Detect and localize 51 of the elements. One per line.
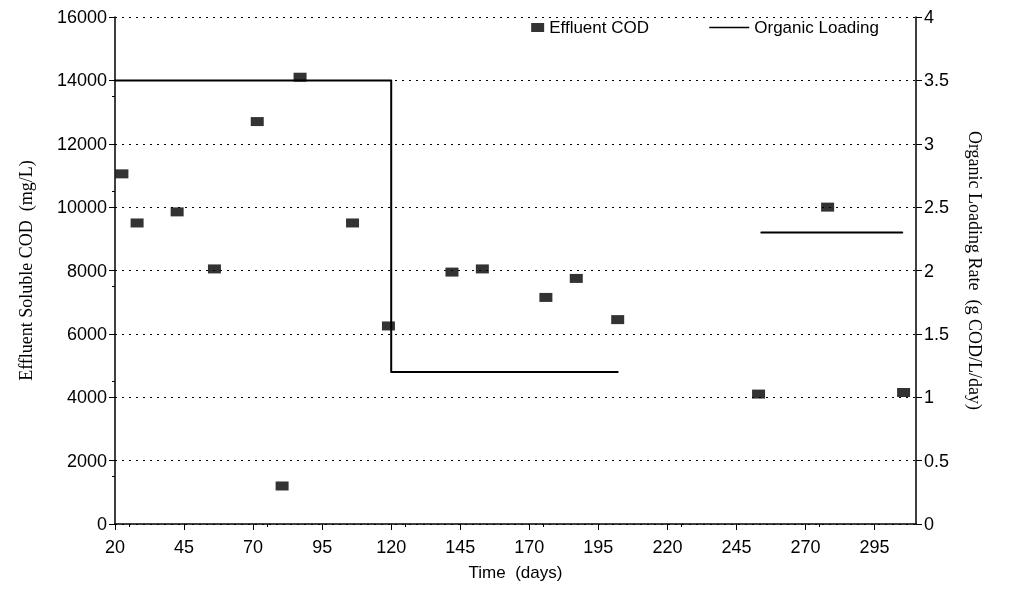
y2-tick-label: 1	[924, 387, 935, 408]
x-tick-label: 245	[721, 537, 752, 557]
y-tick-label: 10000	[56, 197, 107, 218]
point	[475, 264, 489, 274]
y-tick-label: 12000	[56, 133, 107, 154]
point	[207, 264, 221, 274]
y2-axis-title: Organic Loading Rate (g COD/L/day)	[964, 130, 985, 411]
point	[293, 72, 307, 82]
point	[250, 117, 264, 127]
y-tick-label: 8000	[66, 260, 107, 281]
point	[821, 202, 835, 212]
x-axis-title: Time (days)	[468, 563, 563, 582]
x-tick-label: 220	[652, 537, 683, 557]
y-tick-label: 6000	[66, 323, 107, 344]
y2-tick-label: 0	[924, 514, 935, 534]
y-tick-label: 16000	[56, 7, 107, 27]
x-tick-label: 195	[583, 537, 614, 557]
point	[346, 218, 360, 228]
point	[445, 267, 459, 277]
point	[611, 315, 625, 325]
y2-tick-label: 3	[924, 133, 935, 154]
point	[115, 169, 129, 179]
y-tick-label: 0	[96, 514, 107, 534]
point	[381, 321, 395, 331]
x-tick-label: 170	[514, 537, 545, 557]
point	[539, 292, 553, 302]
point	[170, 207, 184, 217]
y2-tick-label: 1.5	[924, 323, 950, 344]
point	[752, 389, 766, 399]
y-axis-title: Effluent Soluble COD (mg/L)	[16, 160, 37, 381]
x-tick-label: 70	[243, 537, 264, 557]
y2-tick-label: 2.5	[924, 197, 950, 218]
y2-tick-label: 3.5	[924, 70, 950, 91]
x-tick-label: 120	[376, 537, 407, 557]
y-tick-label: 14000	[56, 70, 107, 91]
legend-label: Effluent COD	[549, 18, 649, 37]
x-tick-label: 45	[174, 537, 195, 557]
legend-label: Organic Loading	[754, 18, 880, 37]
x-tick-label: 145	[445, 537, 476, 557]
y2-tick-label: 2	[924, 260, 935, 281]
y-tick-label: 2000	[66, 450, 107, 471]
x-tick-label: 295	[859, 537, 890, 557]
y-tick-label: 4000	[66, 387, 107, 408]
point	[569, 273, 583, 283]
y2-tick-label: 0.5	[924, 450, 950, 471]
point	[275, 481, 289, 491]
x-tick-label: 95	[312, 537, 333, 557]
point	[130, 218, 144, 228]
x-tick-label: 270	[790, 537, 821, 557]
y2-tick-label: 4	[924, 7, 935, 27]
x-tick-label: 20	[104, 537, 126, 557]
